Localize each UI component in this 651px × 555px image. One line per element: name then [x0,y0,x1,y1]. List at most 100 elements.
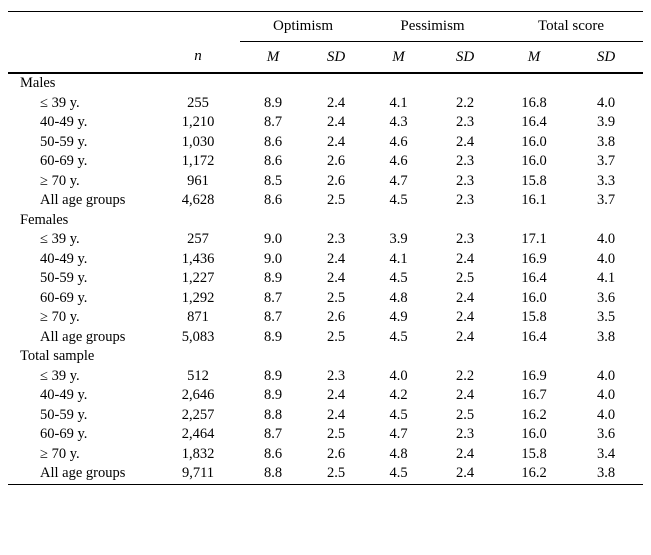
optimism-m-cell: 8.6 [263,153,283,169]
pessimism-sd-cell: 2.3 [455,192,475,208]
pessimism-sd-cell: 2.4 [455,328,475,345]
data-row: 60-69 y. 1,172 8.6 2.6 4.6 2.3 16.0 3.7 [8,152,643,172]
stats-table-wrapper: Optimism Pessimism Total score n M SD M … [8,11,644,485]
stats-table: Optimism Pessimism Total score n M SD M … [8,11,644,485]
n-cell: 1,292 [181,289,215,306]
total-m-cell: 16.0 [521,289,547,306]
pessimism-sd-cell: 2.4 [455,387,475,403]
optimism-m-cell: 8.8 [263,465,283,481]
column-header-optimism-m: M [240,41,306,74]
pessimism-m-cell: 4.1 [389,94,408,111]
row-label-cell: ≤ 39 y. [40,94,80,111]
optimism-sd-cell: 2.3 [326,231,346,247]
optimism-m-cell: 8.6 [263,133,283,150]
pessimism-m-cell: 4.8 [389,445,408,462]
total-sd-cell: 3.7 [596,153,616,169]
optimism-sd-cell: 2.4 [326,133,346,150]
data-row: 50-59 y. 1,227 8.9 2.4 4.5 2.5 16.4 4.1 [8,269,643,289]
optimism-sd-cell: 2.6 [326,153,346,169]
spanner-total-score: Total score [499,11,644,42]
data-row: 60-69 y. 1,292 8.7 2.5 4.8 2.4 16.0 3.6 [8,289,643,309]
data-row: All age groups 9,711 8.8 2.5 4.5 2.4 16.2 3.8 [8,464,643,484]
row-label-cell: ≤ 39 y. [40,367,80,384]
n-cell: 1,436 [181,250,215,267]
n-cell: 871 [187,309,209,325]
total-sd-cell: 4.0 [596,94,616,111]
data-row: 40-49 y. 2,646 8.9 2.4 4.2 2.4 16.7 4.0 [8,386,643,406]
data-row: ≤ 39 y. 255 8.9 2.4 4.1 2.2 16.8 4.0 [8,94,643,114]
pessimism-m-cell: 4.9 [389,309,408,325]
section-row: Males [8,73,643,94]
optimism-m-cell: 9.0 [263,231,283,247]
total-m-cell: 16.0 [521,426,547,442]
data-row: 60-69 y. 2,464 8.7 2.5 4.7 2.3 16.0 3.6 [8,425,643,445]
total-m-cell: 17.1 [521,231,547,247]
total-m-cell: 15.8 [521,172,547,189]
optimism-m-cell: 8.7 [263,426,283,442]
total-m-cell: 16.7 [521,387,547,403]
total-m-cell: 15.8 [521,309,547,325]
row-label-cell: 40-49 y. [40,387,88,403]
optimism-sd-cell: 2.4 [326,387,346,403]
pessimism-sd-cell: 2.3 [455,114,475,130]
n-cell: 1,832 [181,445,215,462]
n-cell: 2,646 [181,387,215,403]
total-m-cell: 16.0 [521,133,547,150]
optimism-sd-cell: 2.4 [326,250,346,267]
optimism-m-cell: 8.9 [263,367,283,384]
optimism-m-cell: 8.9 [263,387,283,403]
pessimism-sd-cell: 2.4 [455,133,475,150]
column-header-total-m: M [499,41,570,74]
section-row: Females [8,211,643,231]
total-sd-cell: 3.6 [596,289,616,306]
pessimism-sd-cell: 2.4 [455,445,475,462]
pessimism-sd-cell: 2.3 [455,231,475,247]
pessimism-sd-cell: 2.5 [455,406,475,423]
pessimism-m-cell: 4.1 [389,250,408,267]
optimism-sd-cell: 2.5 [326,289,346,306]
optimism-m-cell: 8.8 [263,406,283,423]
data-row: ≥ 70 y. 1,832 8.6 2.6 4.8 2.4 15.8 3.4 [8,445,643,465]
total-sd-cell: 4.0 [596,406,616,423]
optimism-m-cell: 8.7 [263,309,283,325]
total-sd-cell: 3.8 [596,328,616,345]
total-m-cell: 16.2 [521,465,547,481]
total-m-cell: 16.4 [521,270,547,286]
pessimism-sd-cell: 2.3 [455,426,475,442]
data-row: All age groups 5,083 8.9 2.5 4.5 2.4 16.4 3.8 [8,328,643,348]
n-cell: 2,464 [181,426,215,442]
row-label-cell: 50-59 y. [40,406,88,423]
optimism-m-cell: 8.7 [263,289,283,306]
pessimism-m-cell: 4.6 [389,133,408,150]
n-cell: 5,083 [181,328,215,345]
n-cell: 2,257 [181,406,215,423]
total-sd-cell: 3.3 [596,172,616,189]
pessimism-sd-cell: 2.5 [455,270,475,286]
optimism-sd-cell: 2.5 [326,328,346,345]
spanner-empty-cell [8,12,240,42]
n-cell: 1,227 [181,270,215,286]
pessimism-m-cell: 4.7 [389,172,408,189]
section-label: Males [20,75,56,91]
section-row: Total sample [8,347,643,367]
optimism-m-cell: 8.6 [263,445,283,462]
n-cell: 1,210 [181,114,215,130]
total-m-cell: 15.8 [521,445,547,462]
row-label-cell: ≥ 70 y. [40,445,80,462]
optimism-m-cell: 9.0 [263,250,283,267]
total-m-cell: 16.4 [521,328,547,345]
section-label: Females [20,211,69,228]
total-m-cell: 16.4 [521,114,547,130]
optimism-sd-cell: 2.3 [326,367,346,384]
pessimism-sd-cell: 2.4 [455,465,475,481]
n-cell: 9,711 [181,465,215,481]
pessimism-sd-cell: 2.4 [455,309,475,325]
n-cell: 257 [187,231,209,247]
row-label-cell: 50-59 y. [40,270,88,286]
row-label-cell: 60-69 y. [40,426,88,442]
total-m-cell: 16.9 [521,250,547,267]
n-cell: 961 [187,172,209,189]
row-label-cell: 40-49 y. [40,250,88,267]
total-sd-cell: 3.4 [596,445,616,462]
